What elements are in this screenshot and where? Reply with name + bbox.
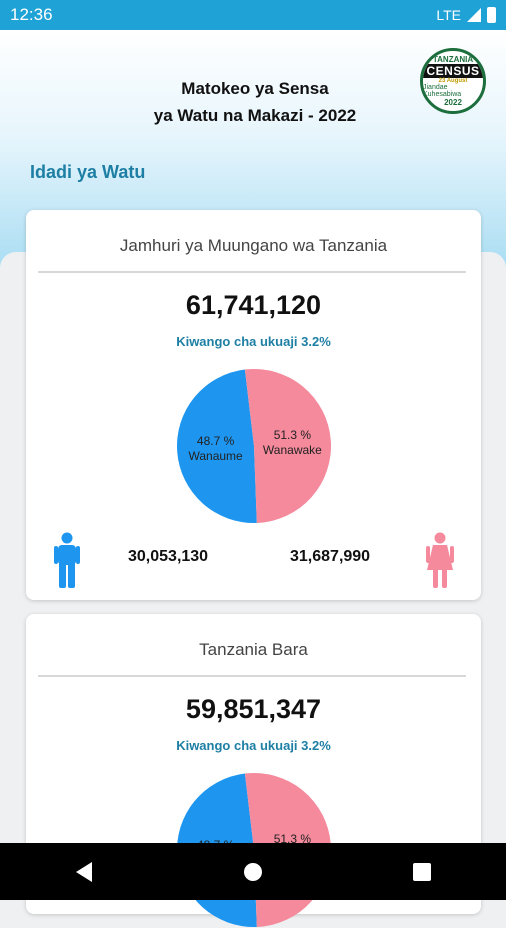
- logo-main-text: CENSUS: [423, 64, 483, 78]
- growth-rate: Kiwango cha ukuaji 3.2%: [176, 738, 331, 753]
- growth-rate: Kiwango cha ukuaji 3.2%: [176, 334, 331, 349]
- pie-value-label: 51.3 %: [274, 428, 312, 442]
- network-label: LTE: [436, 7, 461, 23]
- card-divider: [38, 675, 466, 677]
- population-total: 59,851,347: [185, 694, 322, 724]
- back-icon: [76, 861, 93, 882]
- card-divider: [38, 271, 466, 273]
- app-title-line1: Matokeo ya Sensa: [181, 79, 329, 98]
- status-time: 12:36: [10, 5, 53, 24]
- battery-icon: [487, 7, 496, 23]
- pie-value-label: 48.7 %: [197, 434, 235, 448]
- male-person-icon: [54, 532, 80, 588]
- home-icon: [243, 862, 262, 881]
- card-title: Jamhuri ya Muungano wa Tanzania: [119, 236, 388, 255]
- card-title: Tanzania Bara: [199, 640, 308, 659]
- female-person-icon: [426, 532, 454, 588]
- pie-slice-wanaume: [177, 369, 257, 523]
- pie-slice-wanawake: [244, 369, 332, 523]
- navigation-bar: [0, 843, 506, 900]
- home-button[interactable]: [233, 852, 273, 892]
- population-total: 61,741,120: [185, 290, 322, 320]
- back-button[interactable]: [64, 852, 104, 892]
- pie-value-label: 51.3 %: [274, 832, 312, 846]
- census-card-union[interactable]: Jamhuri ya Muungano wa Tanzania 61,741,1…: [26, 210, 481, 600]
- census-logo: TANZANIA CENSUS 23 August Jiandae Kuhesa…: [420, 48, 486, 114]
- recents-icon: [412, 862, 431, 881]
- section-title: Idadi ya Watu: [30, 162, 146, 182]
- app-title: Matokeo ya Sensa ya Watu na Makazi - 202…: [100, 75, 410, 129]
- logo-top-text: TANZANIA: [432, 55, 474, 64]
- signal-icon: [467, 8, 481, 22]
- app-title-line2: ya Watu na Makazi - 2022: [153, 106, 357, 125]
- logo-year-text: 2022: [444, 98, 462, 107]
- logo-date-text: 23 August: [438, 78, 468, 84]
- female-count: 31,687,990: [290, 548, 371, 565]
- gender-pie-chart: 48.7 %Wanaume 51.3 %Wanawake: [177, 369, 332, 523]
- status-bar: 12:36 LTE: [0, 0, 506, 30]
- recents-button[interactable]: [402, 852, 442, 892]
- logo-tagline-text: Jiandae Kuhesabiwa: [423, 84, 462, 98]
- pie-category-label: Wanaume: [188, 449, 243, 463]
- pie-category-label: Wanawake: [263, 443, 322, 457]
- male-count: 30,053,130: [128, 548, 209, 565]
